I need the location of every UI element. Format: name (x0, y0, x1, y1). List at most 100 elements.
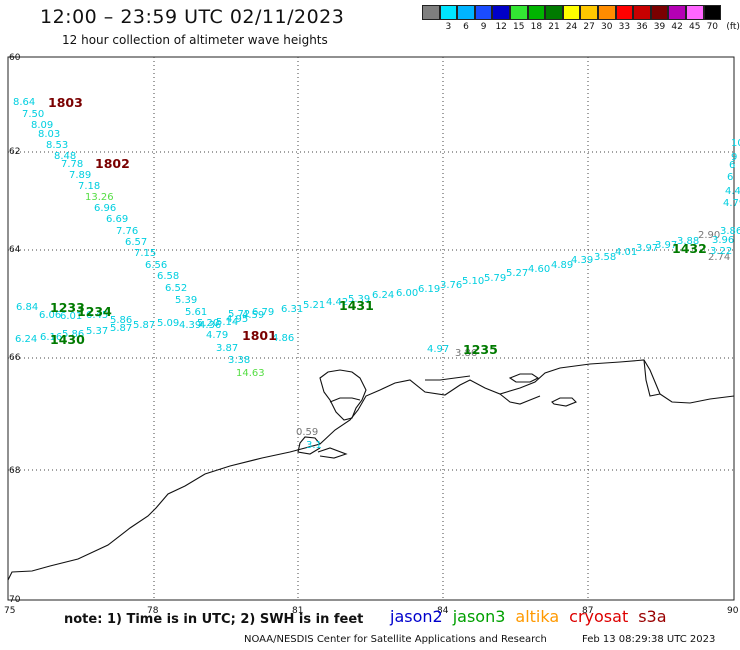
swh-value: 4.95 (226, 314, 248, 325)
legend-label: 24 (565, 22, 578, 32)
svg-text:62: 62 (9, 147, 20, 157)
satellite-s3a: s3a (638, 607, 667, 626)
legend-swatch (492, 5, 510, 20)
track-time-label: 1802 (95, 156, 130, 171)
legend-label: 42 (671, 22, 683, 32)
legend-swatches (422, 5, 740, 20)
legend-swatch (633, 5, 651, 20)
swh-value: 5.09 (157, 318, 179, 329)
legend-swatch (562, 5, 581, 20)
swh-value: 5.72 (228, 309, 250, 320)
svg-text:81: 81 (292, 606, 303, 616)
color-legend: 3 6 9 12 15 18 21 24 27 30 33 36 39 42 45 70 (ft) (422, 5, 740, 32)
swh-value: 4.79 (206, 330, 228, 341)
swh-value: 6 (727, 172, 733, 183)
swh-value: 0.59 (296, 427, 318, 438)
swh-value: 6.00 (396, 288, 418, 299)
track-time-label: 1233 (50, 300, 85, 315)
coastline (7, 359, 735, 581)
swh-value: 7.89 (69, 170, 91, 181)
svg-text:60: 60 (9, 53, 21, 63)
swh-value: 3.58 (594, 252, 616, 263)
satellite-jason2: jason2 (390, 607, 443, 626)
longitude-labels: 75 78 81 84 87 90 (4, 606, 739, 616)
swh-value: 5.79 (484, 273, 506, 284)
swh-value: 6.52 (165, 283, 187, 294)
swh-value: 6.19 (418, 284, 440, 295)
swh-value: 4.79 (723, 198, 740, 209)
legend-swatch (474, 5, 493, 20)
swh-value: 4.60 (528, 264, 550, 275)
swh-value: 3.86 (455, 348, 477, 359)
legend-label: 3 (445, 22, 452, 32)
legend-label: 9 (480, 22, 487, 32)
swh-value: 13.26 (85, 192, 114, 203)
svg-text:75: 75 (4, 606, 15, 616)
swh-value: 5.27 (506, 268, 528, 279)
legend-swatch (422, 5, 440, 20)
swh-value: 8.64 (13, 97, 35, 108)
legend-unit: (ft) (726, 22, 740, 32)
legend-labels: 3 6 9 12 15 18 21 24 27 30 33 36 39 42 45 70 (ft) (422, 22, 740, 32)
swh-value: 8.09 (31, 120, 53, 131)
legend-swatch (527, 5, 546, 20)
swh-value: 10 (731, 138, 740, 149)
swh-value: 6.79 (252, 307, 274, 318)
svg-text:68: 68 (9, 466, 21, 476)
swh-value: 6.01 (60, 311, 82, 322)
swh-value: 6.84 (16, 302, 38, 313)
legend-label: 30 (601, 22, 613, 32)
legend-label: 6 (463, 22, 469, 32)
legend-label: 39 (653, 22, 666, 32)
legend-label: 27 (583, 22, 595, 32)
track-time-label: 1430 (50, 332, 85, 347)
swh-value: 8.53 (46, 140, 68, 151)
swh-value: 7.78 (61, 159, 83, 170)
legend-swatch (580, 5, 598, 20)
swh-value: 5.39 (175, 295, 197, 306)
map-subtitle: 12 hour collection of altimeter wave hei… (62, 33, 328, 47)
swh-value: 4.97 (427, 344, 449, 355)
swh-value: 7.15 (134, 248, 156, 259)
swh-value: 5.86 (110, 315, 132, 326)
swh-value: 3.97 (655, 240, 677, 251)
latitude-labels: 60 62 64 66 68 70 (9, 53, 21, 605)
swh-value: 5.61 (185, 307, 207, 318)
swh-value: 6.06 (39, 310, 61, 321)
legend-label: 18 (530, 22, 543, 32)
satellite-altika: altika (515, 607, 560, 626)
swh-value: 8.03 (38, 129, 60, 140)
legend-swatch (615, 5, 634, 20)
swh-value: 8.48 (54, 151, 76, 162)
satellite-legend: jason2 jason3 altika cryosat s3a (390, 607, 667, 626)
swh-value: 5.20 (197, 318, 219, 329)
legend-swatch (509, 5, 528, 20)
legend-label: 45 (688, 22, 701, 32)
swh-value: 7.18 (78, 181, 100, 192)
legend-swatch (668, 5, 686, 20)
legend-swatch (703, 5, 722, 20)
swh-value: 6 (729, 160, 735, 171)
swh-value: 3.1 (306, 440, 322, 451)
svg-text:87: 87 (582, 606, 593, 616)
swh-value: 4.39 (179, 320, 201, 331)
wave-height-measurements: 8.647.508.098.038.538.487.787.897.1813.2… (13, 97, 740, 451)
legend-swatch (685, 5, 704, 20)
satellite-jason3: jason3 (452, 607, 506, 626)
swh-value: 6.24 (372, 290, 394, 301)
swh-value: 6.56 (145, 260, 167, 271)
swh-value: 5.86 (62, 329, 84, 340)
swh-value: 7.76 (116, 226, 138, 237)
track-time-label: 1803 (48, 95, 83, 110)
swh-value: 6.57 (125, 237, 147, 248)
swh-value: 6.16 (40, 332, 62, 343)
credit-line: NOAA/NESDIS Center for Satellite Applica… (244, 634, 547, 645)
swh-value: 4.86 (272, 333, 294, 344)
map-frame (7, 56, 735, 601)
track-time-label: 1235 (463, 342, 498, 357)
track-time-label: 1432 (672, 241, 707, 256)
svg-text:64: 64 (9, 245, 21, 255)
swh-value: 6.69 (106, 214, 128, 225)
